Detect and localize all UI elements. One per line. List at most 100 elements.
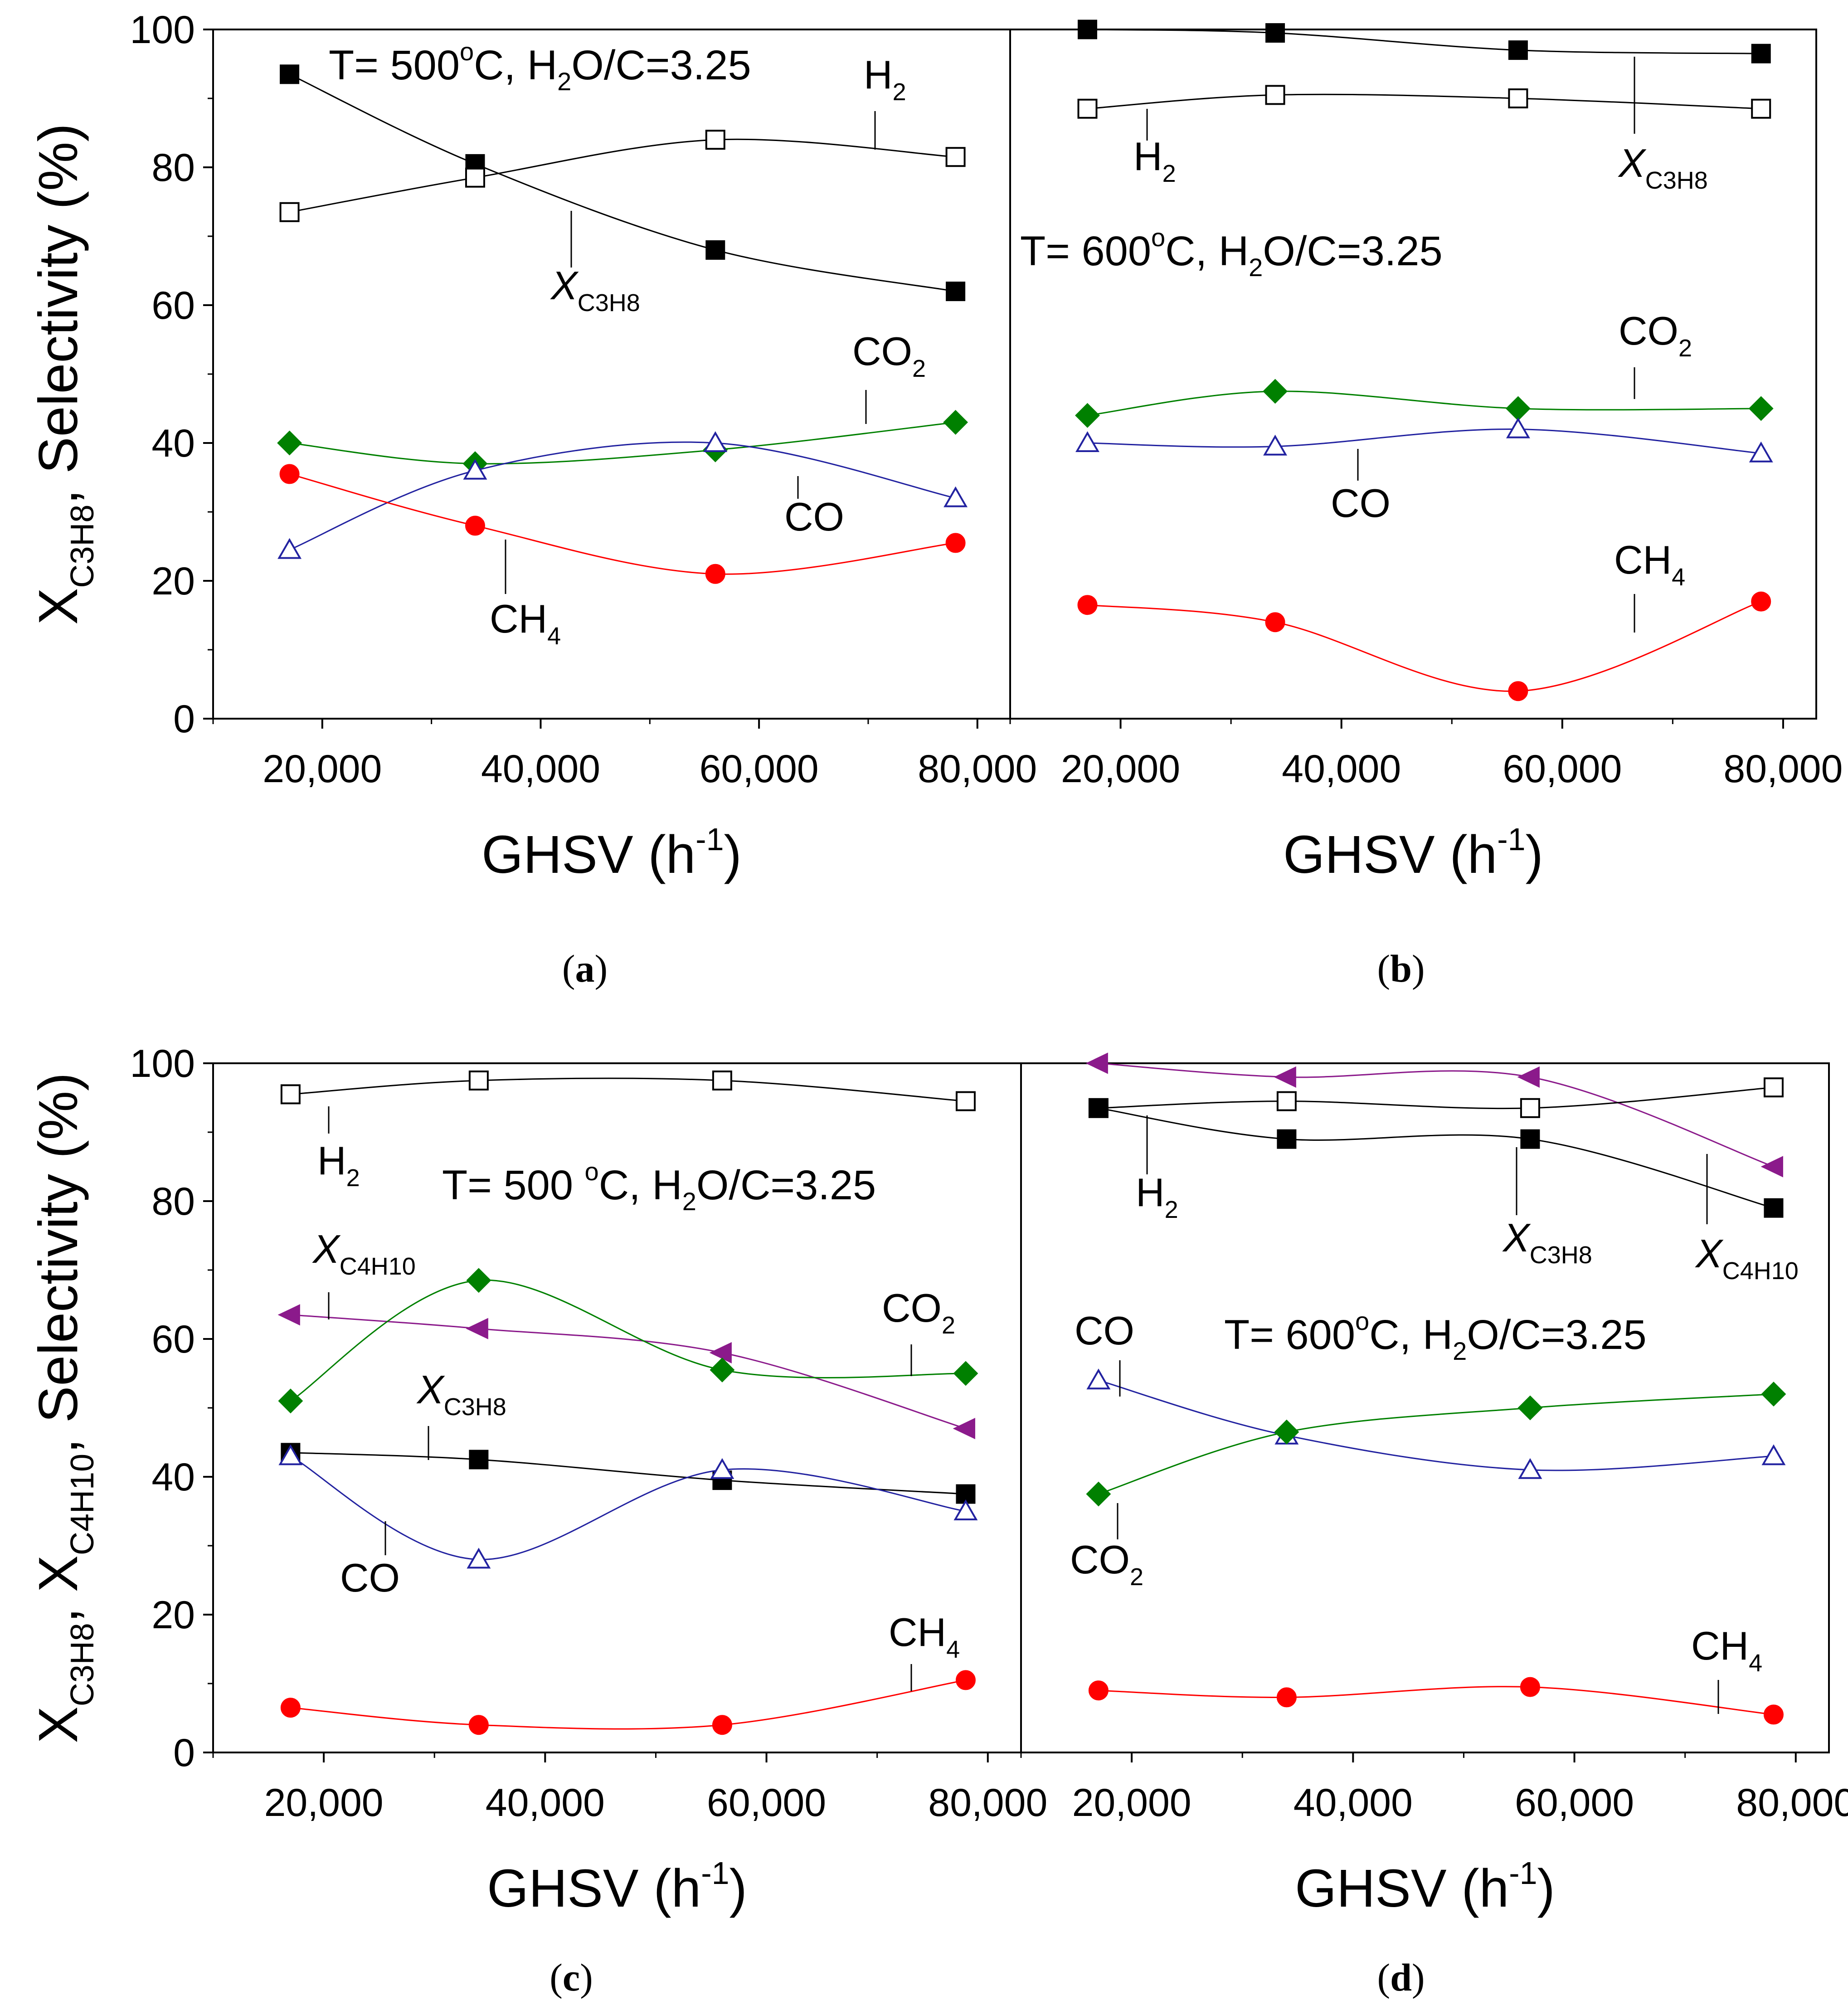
caption-close: ) (1412, 1956, 1425, 1999)
data-point (277, 430, 302, 456)
data-point (1761, 1444, 1786, 1465)
data-point (279, 202, 300, 222)
data-point (1517, 1066, 1540, 1088)
data-point (955, 1091, 976, 1111)
y-axis-title-rest: , Selectivity (%) (27, 123, 89, 505)
data-point (1075, 431, 1099, 452)
series-label-sub: 2 (346, 1164, 360, 1192)
data-point (953, 1499, 978, 1520)
data-point (945, 533, 966, 553)
panel-caption: (b) (1377, 947, 1425, 990)
annotation-degree: o (460, 37, 474, 66)
series-line (289, 421, 956, 465)
data-point (710, 1458, 734, 1479)
series-label-sub: C4H10 (340, 1253, 416, 1280)
data-point (468, 1071, 489, 1090)
data-point (1520, 1098, 1540, 1118)
data-point (946, 282, 966, 302)
data-point (1276, 1687, 1297, 1708)
data-point (1263, 379, 1288, 404)
annotation-sub: 2 (1249, 253, 1263, 282)
series-line (290, 1314, 966, 1430)
series-label: H2 (1136, 1170, 1178, 1223)
annotation-degree: o (1355, 1307, 1369, 1335)
data-point (1520, 1129, 1540, 1149)
series-line (289, 473, 956, 575)
annotation-ratio: O/C=3.25 (571, 42, 751, 88)
x-tick-label: 40,000 (486, 1781, 605, 1825)
series-label-sub: 2 (912, 355, 926, 382)
series-label-main: X (312, 1227, 341, 1271)
series-label: CO2 (1619, 308, 1692, 362)
y-axis-title-mid: , X (27, 1555, 89, 1623)
annotation-temp: T= 600 (1224, 1312, 1355, 1358)
series-line (1098, 1107, 1774, 1209)
caption-open: ( (562, 947, 575, 990)
annotation-mid: C, H (1165, 228, 1249, 274)
series-line (289, 138, 956, 213)
annotation-sub: 2 (1453, 1337, 1467, 1365)
series-line (1087, 390, 1761, 416)
data-point (712, 1715, 732, 1735)
annotation-sub: 2 (682, 1187, 696, 1216)
x-axis-title-main: GHSV (h (487, 1859, 701, 1918)
panel-caption: (d) (1377, 1956, 1425, 1999)
x-tick-label: 60,000 (1515, 1781, 1634, 1825)
data-point (1508, 40, 1528, 60)
series-label-sub: C3H8 (578, 289, 640, 316)
caption-open: ( (550, 1956, 563, 1999)
caption-letter: c (563, 1956, 580, 1999)
series-label-main: CH (1691, 1623, 1749, 1668)
x-tick-label: 40,000 (1294, 1781, 1413, 1825)
data-point (703, 431, 728, 452)
x-tick-label: 40,000 (481, 747, 600, 791)
series-label: CO (340, 1555, 400, 1600)
y-axis-title-rest: , Selectivity (%) (27, 1072, 89, 1454)
series-label-main: CO (1619, 308, 1678, 353)
x-tick-label: 80,000 (1736, 1781, 1848, 1825)
series-line (290, 1452, 966, 1495)
series-label: CH4 (889, 1610, 960, 1663)
y-tick-label: 20 (151, 1593, 195, 1637)
series-label-sub: 2 (1165, 1196, 1178, 1223)
data-point (277, 1304, 300, 1326)
series-line (1087, 29, 1761, 54)
chart-panel: 20,000 40,000 60,000 80,000 GHSV (h-1) T= 600… (1020, 1052, 1848, 1999)
chart-panel: 20,000 40,000 60,000 80,000 0 20 40 60 80 100 GHSV… (27, 1042, 1047, 1999)
data-point (1748, 396, 1774, 421)
series-label-main: CO (882, 1285, 942, 1330)
series-label: XC3H8 (1618, 141, 1708, 194)
series-label: XC3H8 (416, 1367, 506, 1421)
caption-letter: b (1390, 947, 1412, 990)
series-line (1098, 1086, 1774, 1110)
series-label: CO2 (882, 1285, 955, 1339)
data-point (953, 1418, 975, 1440)
series-line (1098, 1379, 1774, 1471)
series-label-main: X (416, 1367, 445, 1412)
data-point (1760, 1156, 1783, 1178)
data-point (465, 167, 485, 188)
series-line (289, 73, 956, 292)
x-tick-label: 60,000 (707, 1781, 826, 1825)
series-line (1098, 1062, 1774, 1168)
data-point (1517, 1395, 1543, 1421)
data-point (278, 1444, 303, 1465)
data-point (1274, 1419, 1299, 1445)
series-line (289, 441, 956, 550)
series-label-main: CH (1614, 537, 1672, 582)
x-tick-label: 80,000 (1723, 747, 1843, 791)
data-point (1077, 595, 1098, 615)
data-point (1508, 88, 1528, 108)
series-label-sub: 2 (1162, 160, 1176, 187)
data-point (705, 130, 725, 150)
series-line (1098, 1686, 1774, 1715)
x-axis-title-sup: -1 (701, 1855, 729, 1891)
data-point (943, 409, 968, 435)
series-label-sub: C3H8 (1645, 167, 1708, 194)
x-tick-label: 60,000 (1503, 747, 1622, 791)
series-label: H2 (317, 1138, 360, 1192)
data-point (1763, 1704, 1784, 1725)
data-point (712, 1071, 732, 1090)
data-point (465, 516, 485, 536)
x-axis-title-end: ) (729, 1859, 747, 1918)
